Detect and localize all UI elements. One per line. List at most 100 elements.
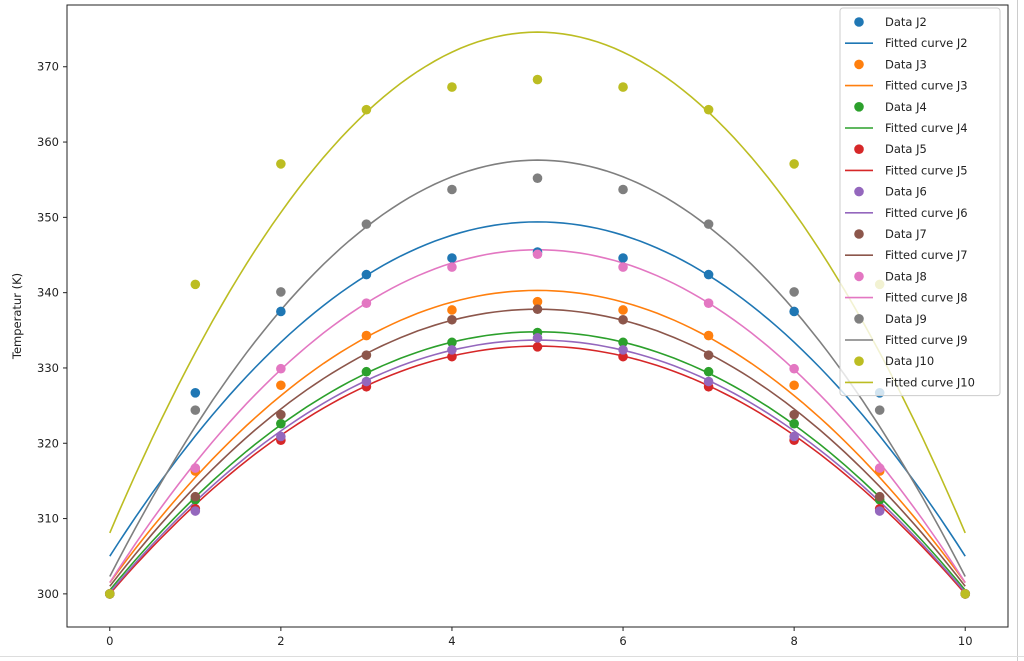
- data-point-j9: [447, 184, 457, 195]
- legend-label: Data J5: [885, 142, 927, 156]
- axes-frame: [66, 4, 1009, 628]
- legend-label: Data J3: [885, 57, 927, 71]
- data-point-j8: [789, 363, 799, 374]
- legend-marker-j10: [854, 356, 864, 367]
- data-point-j10: [447, 82, 457, 92]
- y-tick-label: 350: [37, 210, 59, 224]
- data-point-j3: [276, 380, 286, 391]
- x-tick-label: 10: [958, 634, 973, 648]
- data-point-j10: [190, 279, 201, 290]
- window-edge-right: [1017, 0, 1018, 661]
- data-point-j3: [789, 380, 799, 391]
- y-tick-label: 360: [37, 135, 59, 149]
- data-point-j8: [874, 463, 885, 473]
- legend-marker-j2: [854, 17, 864, 27]
- data-point-j2: [190, 388, 201, 398]
- data-point-j10: [618, 82, 628, 92]
- data-point-j4: [789, 418, 799, 429]
- data-point-j7: [703, 350, 714, 360]
- legend-label: Data J6: [885, 185, 927, 199]
- data-point-j6: [618, 345, 628, 355]
- legend-label: Data J10: [885, 354, 934, 368]
- legend-marker-j7: [854, 229, 864, 239]
- data-point-j4: [361, 366, 372, 377]
- data-point-j8: [703, 298, 714, 308]
- data-point-j4: [447, 337, 457, 348]
- data-point-j5: [447, 351, 457, 362]
- legend-label: Fitted curve J10: [885, 375, 975, 389]
- window-edge-bottom: [0, 656, 1024, 657]
- data-point-j7: [532, 304, 543, 315]
- data-point-j9: [190, 405, 201, 415]
- legend-label: Fitted curve J6: [885, 206, 968, 220]
- data-point-j9: [532, 173, 543, 183]
- data-point-j6: [532, 333, 543, 343]
- legend-label: Data J9: [885, 312, 927, 326]
- legend-label: Data J2: [885, 15, 927, 29]
- data-point-j10: [703, 104, 714, 115]
- data-point-j6: [789, 431, 799, 442]
- data-point-j8: [447, 262, 457, 272]
- y-tick-label: 300: [37, 587, 59, 601]
- legend-label: Data J8: [885, 269, 927, 283]
- data-point-j10: [789, 159, 799, 169]
- x-axis: 0 2 4 6 8 10: [106, 627, 973, 648]
- data-point-j3: [361, 330, 372, 341]
- legend-marker-j9: [854, 314, 864, 324]
- y-tick-label: 330: [37, 361, 59, 375]
- data-point-j4: [703, 366, 714, 377]
- fitted-curve-j10: [109, 31, 966, 534]
- x-tick-label: 2: [277, 634, 284, 648]
- y-axis: 300 310 320 330 340 350 360 370: [37, 60, 67, 601]
- data-point-j5: [618, 351, 628, 362]
- data-point-j2: [618, 253, 628, 263]
- x-tick-label: 0: [106, 634, 113, 648]
- fitted-curve-j9: [109, 159, 966, 577]
- data-point-j2: [447, 253, 457, 263]
- legend-marker-j3: [854, 59, 864, 70]
- x-tick-label: 4: [448, 634, 455, 648]
- fitted-curve-j4: [109, 330, 966, 591]
- y-tick-label: 340: [37, 286, 59, 300]
- legend: Data J2 Fitted curve J2 Data J3 Fitted curv…: [839, 7, 1001, 397]
- data-point-j7: [789, 409, 799, 420]
- data-point-j7: [190, 491, 201, 502]
- legend-label: Data J7: [885, 227, 927, 241]
- data-point-j10: [276, 159, 286, 169]
- legend-label: Fitted curve J8: [885, 291, 968, 305]
- data-point-j4: [618, 337, 628, 348]
- data-point-j9: [874, 405, 885, 415]
- data-point-j8: [618, 262, 628, 272]
- legend-label: Fitted curve J2: [885, 36, 968, 50]
- fitted-curve-j2: [109, 221, 966, 557]
- y-tick-label: 310: [37, 512, 59, 526]
- data-point-j10: [532, 74, 543, 85]
- fitted-curve-j6: [109, 339, 966, 593]
- data-point-j9: [361, 219, 372, 229]
- data-point-j7: [618, 314, 628, 325]
- legend-label: Fitted curve J4: [885, 121, 968, 135]
- data-point-j4: [276, 418, 286, 429]
- data-point-j2: [789, 306, 799, 317]
- legend-marker-j6: [854, 186, 864, 197]
- legend-box: [839, 7, 1001, 397]
- data-point-j8: [361, 298, 372, 308]
- data-point-j6: [874, 506, 885, 516]
- data-point-j6: [361, 376, 372, 387]
- data-point-j8: [532, 249, 543, 260]
- fitted-curve-j3: [109, 289, 966, 584]
- x-tick-label: 6: [619, 634, 626, 648]
- y-axis-label: Temperatur (K): [10, 273, 24, 360]
- legend-label: Fitted curve J3: [885, 79, 968, 93]
- legend-label: Fitted curve J5: [885, 163, 968, 177]
- data-point-j7: [361, 350, 372, 360]
- data-points: [104, 74, 971, 599]
- data-point-j9: [618, 184, 628, 195]
- data-point-j7: [447, 314, 457, 325]
- data-point-j5: [532, 342, 543, 352]
- data-point-j10: [104, 589, 115, 599]
- legend-label: Fitted curve J9: [885, 333, 968, 347]
- data-point-j6: [447, 345, 457, 355]
- data-point-j8: [190, 463, 201, 473]
